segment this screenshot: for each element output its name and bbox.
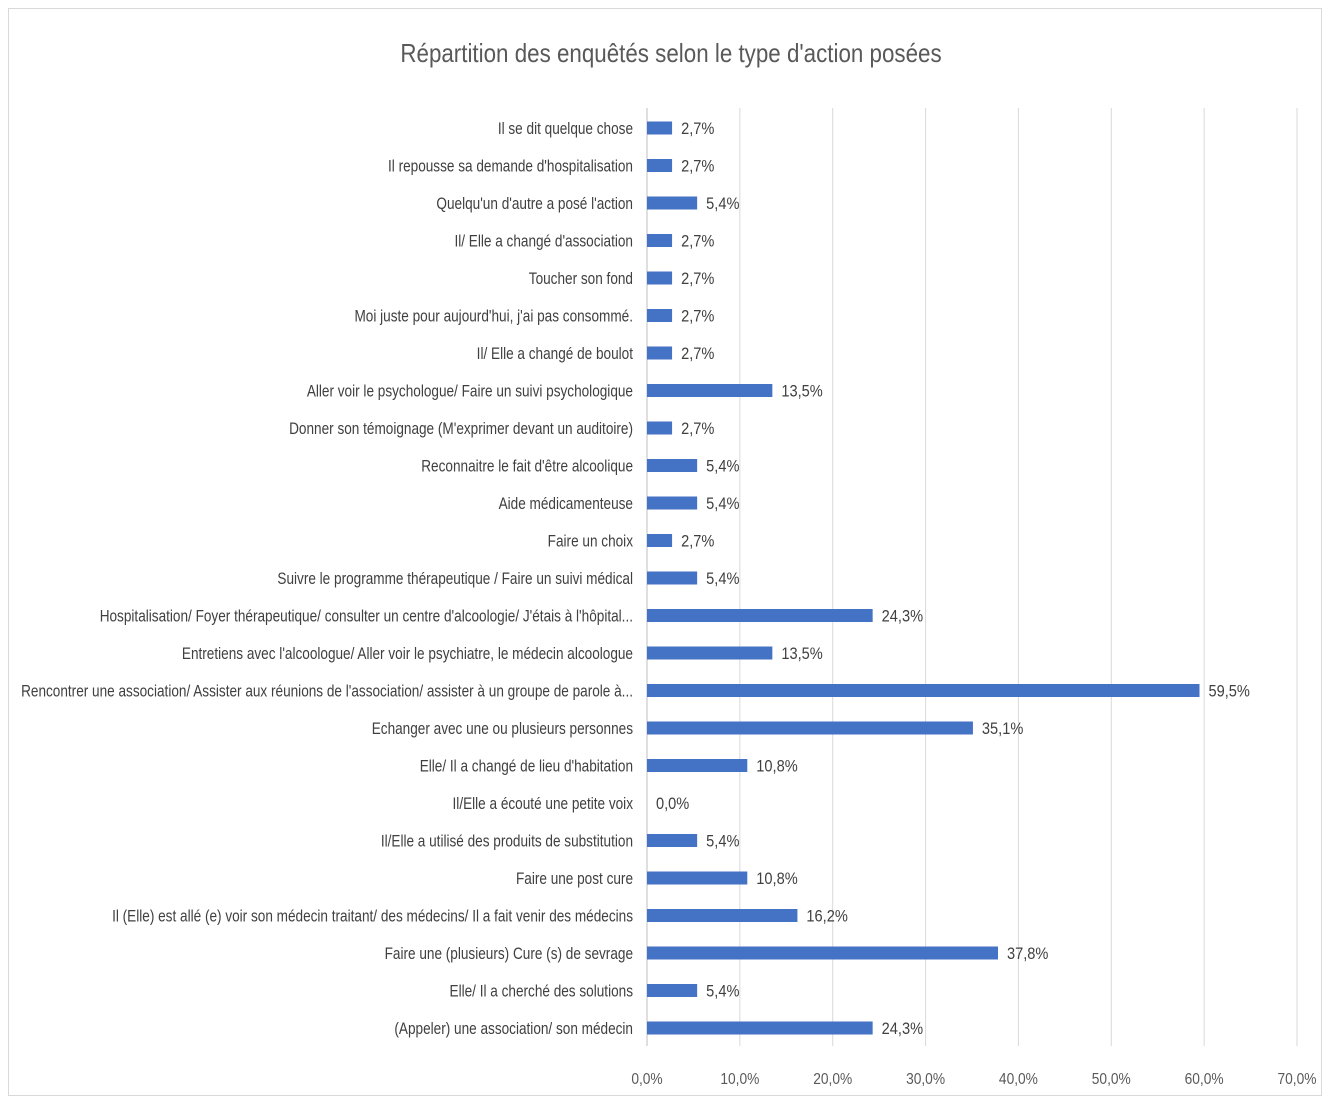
bar: [647, 984, 698, 997]
category-label: Hospitalisation/ Foyer thérapeutique/ co…: [100, 607, 633, 626]
bar: [647, 646, 773, 660]
category-label: Donner son témoignage (M'exprimer devant…: [289, 420, 633, 439]
data-label: 59,5%: [1209, 683, 1250, 701]
x-tick-label: 10,0%: [720, 1070, 759, 1088]
data-label: 37,8%: [1007, 945, 1048, 963]
bar: [647, 159, 673, 172]
category-label: Quelqu'un d'autre a posé l'action: [436, 195, 633, 214]
data-label: 5,4%: [706, 458, 739, 476]
bar: [647, 234, 673, 247]
data-label: 24,3%: [882, 1020, 923, 1038]
data-label: 24,3%: [882, 608, 923, 626]
data-label: 35,1%: [982, 720, 1023, 738]
bar: [647, 496, 698, 510]
data-label: 5,4%: [706, 195, 739, 213]
category-label: Il/Elle a écouté une petite voix: [453, 795, 634, 814]
data-label: 13,5%: [781, 383, 822, 401]
bar: [647, 271, 673, 285]
bar: [647, 346, 673, 360]
category-label: (Appeler) une association/ son médecin: [394, 1020, 633, 1039]
category-label: Elle/ Il a cherché des solutions: [450, 982, 634, 1001]
chart-title: Répartition des enquêtés selon le type d…: [400, 38, 942, 68]
category-label: Il se dit quelque chose: [498, 120, 633, 139]
data-label: 16,2%: [806, 908, 847, 926]
bar: [647, 121, 673, 135]
category-label: Aller voir le psychologue/ Faire un suiv…: [307, 382, 633, 401]
category-label: Elle/ Il a changé de lieu d'habitation: [420, 757, 633, 776]
data-label: 5,4%: [706, 570, 739, 588]
category-label: Rencontrer une association/ Assister aux…: [21, 682, 633, 701]
bar: [647, 534, 673, 547]
category-label: Toucher son fond: [529, 270, 633, 289]
bar: [647, 384, 773, 397]
x-tick-label: 40,0%: [999, 1070, 1038, 1088]
bar: [647, 571, 698, 585]
bar: [647, 421, 673, 435]
category-label: Il/Elle a utilisé des produits de substi…: [381, 832, 633, 851]
category-label: Aide médicamenteuse: [499, 495, 633, 514]
bar: [647, 609, 873, 622]
category-label: Echanger avec une ou plusieurs personnes: [372, 720, 634, 739]
category-label: Il (Elle) est allé (e) voir son médecin …: [112, 907, 633, 926]
category-label: Suivre le programme thérapeutique / Fair…: [277, 570, 633, 589]
bar: [647, 759, 748, 772]
data-label: 2,7%: [681, 308, 714, 326]
x-tick-label: 50,0%: [1092, 1070, 1131, 1088]
category-label: Il/ Elle a changé de boulot: [477, 345, 634, 364]
category-label: Reconnaitre le fait d'être alcoolique: [421, 457, 633, 476]
data-label: 0,0%: [656, 795, 689, 813]
category-label: Entretiens avec l'alcoologue/ Aller voir…: [182, 645, 633, 664]
data-label: 2,7%: [681, 420, 714, 438]
data-label: 2,7%: [681, 158, 714, 176]
data-label: 2,7%: [681, 533, 714, 551]
bar: [647, 946, 998, 960]
data-label: 5,4%: [706, 983, 739, 1001]
x-tick-label: 20,0%: [813, 1070, 852, 1088]
bar: [647, 309, 673, 322]
x-tick-label: 70,0%: [1278, 1070, 1317, 1088]
category-label: Il repousse sa demande d'hospitalisation: [388, 157, 633, 176]
data-label: 10,8%: [756, 870, 797, 888]
data-label: 5,4%: [706, 495, 739, 513]
category-label: Faire un choix: [548, 532, 634, 551]
data-label: 10,8%: [756, 758, 797, 776]
bar: [647, 1021, 873, 1035]
category-label: Faire une (plusieurs) Cure (s) de sevrag…: [385, 945, 633, 964]
data-label: 2,7%: [681, 233, 714, 251]
bar: [647, 721, 973, 735]
x-tick-label: 30,0%: [906, 1070, 945, 1088]
category-label: Moi juste pour aujourd'hui, j'ai pas con…: [354, 307, 633, 326]
category-label: Il/ Elle a changé d'association: [454, 232, 633, 251]
data-label: 13,5%: [781, 645, 822, 663]
x-tick-label: 60,0%: [1185, 1070, 1224, 1088]
category-label: Faire une post cure: [516, 870, 633, 889]
data-label: 2,7%: [681, 270, 714, 288]
bar: [647, 871, 748, 885]
bar: [647, 684, 1200, 697]
data-label: 2,7%: [681, 345, 714, 363]
data-label: 2,7%: [681, 120, 714, 138]
bar: [647, 196, 698, 210]
bar: [647, 834, 698, 847]
data-label: 5,4%: [706, 833, 739, 851]
bar: [647, 459, 698, 472]
bar: [647, 909, 798, 922]
x-tick-label: 0,0%: [631, 1070, 662, 1088]
